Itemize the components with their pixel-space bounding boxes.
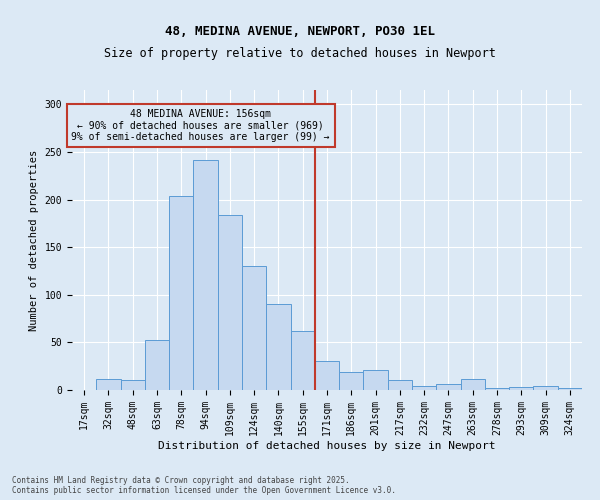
Bar — [121, 380, 145, 390]
Bar — [96, 378, 121, 390]
Text: 48, MEDINA AVENUE, NEWPORT, PO30 1EL: 48, MEDINA AVENUE, NEWPORT, PO30 1EL — [165, 25, 435, 38]
Bar — [461, 378, 485, 390]
Bar — [364, 370, 388, 390]
Y-axis label: Number of detached properties: Number of detached properties — [29, 150, 39, 330]
Bar — [558, 388, 582, 390]
Bar — [242, 266, 266, 390]
Bar — [388, 380, 412, 390]
Bar — [315, 362, 339, 390]
Bar — [169, 196, 193, 390]
Bar — [290, 331, 315, 390]
Text: 48 MEDINA AVENUE: 156sqm
← 90% of detached houses are smaller (969)
9% of semi-d: 48 MEDINA AVENUE: 156sqm ← 90% of detach… — [71, 109, 330, 142]
Bar — [218, 215, 242, 390]
Bar — [412, 386, 436, 390]
Bar — [193, 160, 218, 390]
Bar — [436, 384, 461, 390]
X-axis label: Distribution of detached houses by size in Newport: Distribution of detached houses by size … — [158, 440, 496, 450]
Bar — [339, 372, 364, 390]
Bar — [485, 388, 509, 390]
Bar — [266, 304, 290, 390]
Bar — [533, 386, 558, 390]
Text: Contains HM Land Registry data © Crown copyright and database right 2025.
Contai: Contains HM Land Registry data © Crown c… — [12, 476, 396, 495]
Text: Size of property relative to detached houses in Newport: Size of property relative to detached ho… — [104, 48, 496, 60]
Bar — [145, 340, 169, 390]
Bar — [509, 387, 533, 390]
